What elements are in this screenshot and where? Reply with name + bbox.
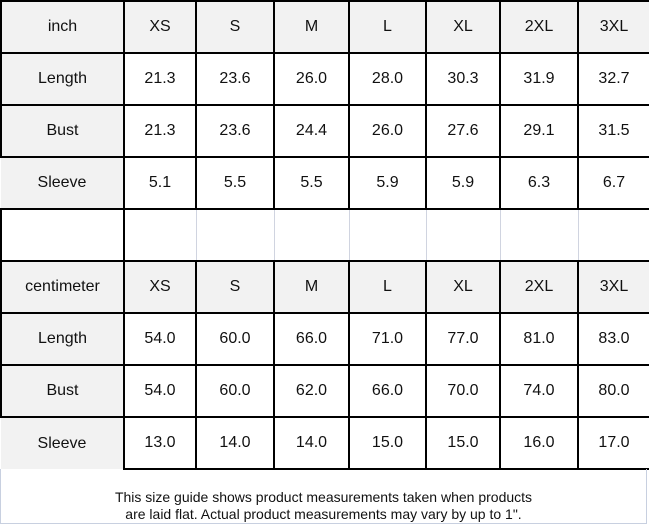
measure-value: 77.0	[425, 312, 501, 366]
measure-value: 74.0	[499, 364, 579, 418]
size-table: inch XS S M L XL 2XL 3XL Length 21.3 23.6 26.0 28.0 3…	[0, 0, 649, 470]
empty-cell	[195, 208, 275, 262]
measure-value: 60.0	[195, 364, 275, 418]
header-row: centimeter XS S M L XL 2XL 3XL	[0, 260, 649, 314]
measure-value: 28.0	[348, 52, 427, 106]
measure-value: 80.0	[577, 364, 649, 418]
measure-label: Length	[0, 312, 125, 366]
measure-value: 16.0	[499, 416, 579, 470]
measure-value: 29.1	[499, 104, 579, 158]
table-row: Bust 54.0 60.0 62.0 66.0 70.0 74.0 80.0	[0, 364, 649, 418]
measure-value: 32.7	[577, 52, 649, 106]
measure-value: 15.0	[425, 416, 501, 470]
size-header: S	[195, 260, 275, 314]
measure-value: 5.5	[195, 156, 275, 210]
measure-value: 81.0	[499, 312, 579, 366]
size-header: 3XL	[577, 260, 649, 314]
measure-value: 14.0	[273, 416, 350, 470]
measure-value: 24.4	[273, 104, 350, 158]
measure-value: 23.6	[195, 104, 275, 158]
measure-value: 31.9	[499, 52, 579, 106]
spacer-row	[0, 208, 649, 262]
measure-value: 17.0	[577, 416, 649, 470]
empty-cell	[123, 208, 197, 262]
measure-value: 26.0	[273, 52, 350, 106]
size-header: 2XL	[499, 0, 579, 54]
table-row: Sleeve 5.1 5.5 5.5 5.9 5.9 6.3 6.7	[1, 156, 649, 210]
measure-value: 6.7	[577, 156, 649, 210]
measure-value: 21.3	[123, 52, 197, 106]
size-header: L	[348, 260, 427, 314]
header-row: inch XS S M L XL 2XL 3XL	[0, 0, 649, 54]
size-header: S	[195, 0, 275, 54]
size-guide-note: This size guide shows product measuremen…	[0, 469, 647, 524]
measure-label: Bust	[0, 104, 125, 158]
table-row: Bust 21.3 23.6 24.4 26.0 27.6 29.1 31.5	[0, 104, 649, 158]
size-header: XL	[425, 260, 501, 314]
empty-cell	[273, 208, 350, 262]
measure-value: 5.5	[273, 156, 350, 210]
measure-value: 66.0	[348, 364, 427, 418]
size-header: 2XL	[499, 260, 579, 314]
empty-cell	[348, 208, 427, 262]
size-header: XL	[425, 0, 501, 54]
measure-value: 31.5	[577, 104, 649, 158]
table-row: Length 21.3 23.6 26.0 28.0 30.3 31.9 32.7	[0, 52, 649, 106]
measure-value: 15.0	[348, 416, 427, 470]
empty-cell	[499, 208, 579, 262]
measure-value: 6.3	[499, 156, 579, 210]
unit-label: centimeter	[0, 260, 125, 314]
size-header: M	[273, 0, 350, 54]
measure-value: 14.0	[195, 416, 275, 470]
measure-label: Bust	[0, 364, 125, 418]
measure-value: 21.3	[123, 104, 197, 158]
measure-value: 30.3	[425, 52, 501, 106]
measure-value: 66.0	[273, 312, 350, 366]
measure-value: 54.0	[123, 364, 197, 418]
table-row: Length 54.0 60.0 66.0 71.0 77.0 81.0 83.0	[0, 312, 649, 366]
measure-value: 83.0	[577, 312, 649, 366]
measure-value: 62.0	[273, 364, 350, 418]
table-row: Sleeve 13.0 14.0 14.0 15.0 15.0 16.0 17.0	[1, 416, 649, 470]
measure-value: 60.0	[195, 312, 275, 366]
empty-cell	[577, 208, 649, 262]
measure-label: Length	[0, 52, 125, 106]
note-line-2: are laid flat. Actual product measuremen…	[125, 506, 522, 522]
measure-label: Sleeve	[1, 416, 125, 469]
size-header: XS	[123, 260, 197, 314]
measure-value: 5.9	[425, 156, 501, 210]
measure-value: 13.0	[123, 416, 197, 470]
size-header: L	[348, 0, 427, 54]
measure-value: 27.6	[425, 104, 501, 158]
size-header: M	[273, 260, 350, 314]
note-line-1: This size guide shows product measuremen…	[114, 489, 533, 505]
measure-value: 26.0	[348, 104, 427, 158]
empty-cell	[425, 208, 501, 262]
measure-value: 5.9	[348, 156, 427, 210]
measure-value: 70.0	[425, 364, 501, 418]
size-header: XS	[123, 0, 197, 54]
measure-label: Sleeve	[1, 156, 125, 209]
measure-value: 23.6	[195, 52, 275, 106]
unit-label: inch	[0, 0, 125, 54]
empty-cell	[0, 208, 125, 262]
measure-value: 54.0	[123, 312, 197, 366]
measure-value: 5.1	[123, 156, 197, 210]
size-header: 3XL	[577, 0, 649, 54]
measure-value: 71.0	[348, 312, 427, 366]
